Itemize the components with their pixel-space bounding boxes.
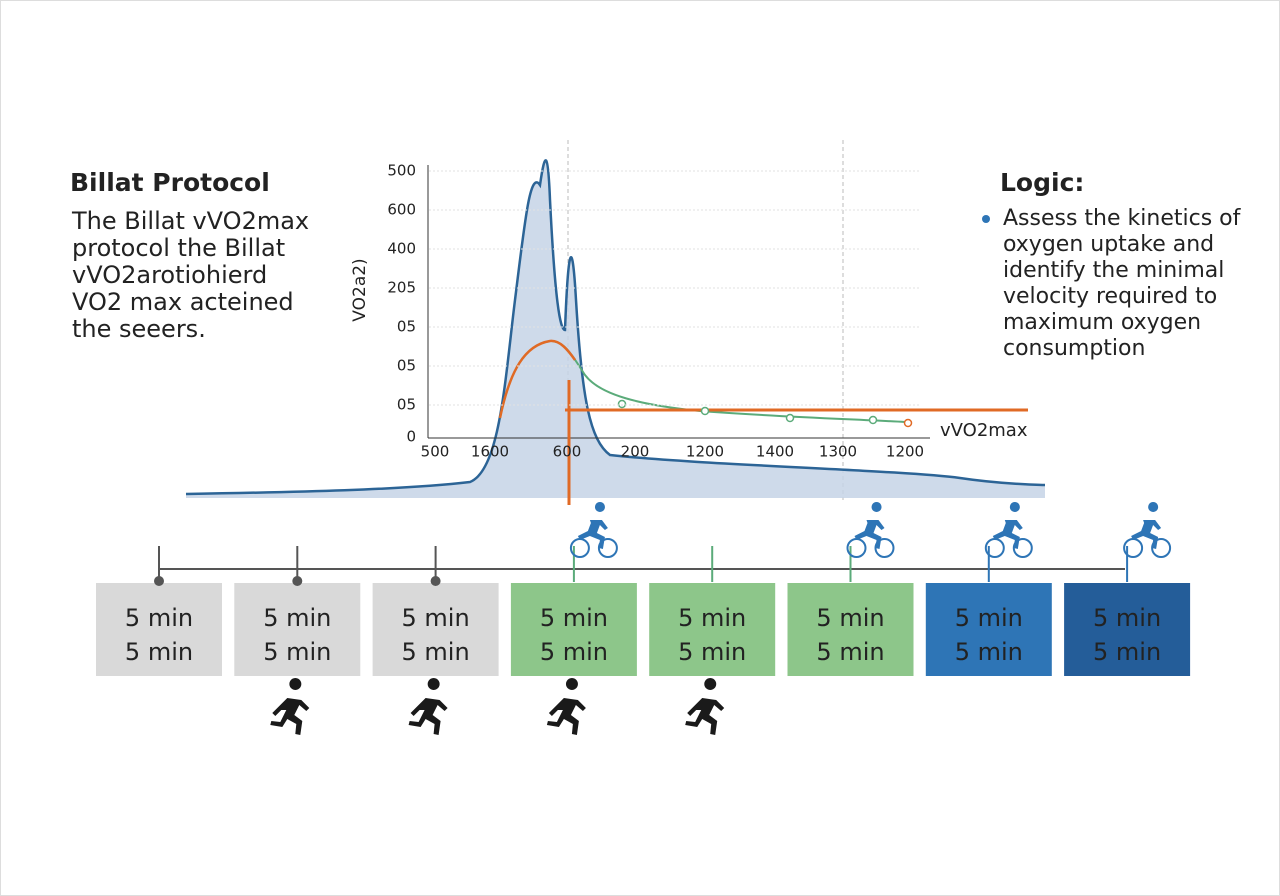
logic-text: oxygen uptake and: [1003, 232, 1214, 257]
stage-text: 5 min: [263, 604, 331, 632]
stage-text: 5 min: [1093, 638, 1161, 666]
y-tick-label: 0: [406, 428, 416, 446]
stage-text: 5 min: [540, 638, 608, 666]
runner-icon: [408, 678, 448, 735]
x-tick-label: 1600: [471, 443, 509, 461]
x-tick-label: 600: [553, 443, 582, 461]
stage-box: [1064, 583, 1191, 676]
y-tick-label: 400: [387, 240, 416, 258]
y-tick-label: 05: [397, 318, 416, 336]
curve: [498, 339, 577, 419]
point: [785, 413, 795, 423]
stage-text: 5 min: [955, 638, 1023, 666]
left-text: vVO2arotiohierd: [72, 261, 267, 289]
y-tick-label: 05: [397, 357, 416, 375]
left-text: The Billat vVO2max: [71, 207, 309, 235]
cyclist-icon: [1131, 502, 1162, 549]
pin: [430, 576, 441, 586]
stage-text: 5 min: [678, 638, 746, 666]
stage-text: 5 min: [955, 604, 1023, 632]
stage-text: 5 min: [540, 604, 608, 632]
point: [903, 418, 913, 428]
x-tick-label: 1200: [886, 443, 924, 461]
y-tick-label: 05: [397, 396, 416, 414]
cyclist-icon: [992, 502, 1023, 549]
logic-text: Assess the kinetics of: [1003, 206, 1242, 231]
chart: VO2a2) vVO2max 500 600 400 205 05 05 05 0 500 160…: [185, 140, 1046, 505]
point: [700, 406, 710, 416]
left-title: Billat Protocol: [70, 168, 270, 197]
stage-text: 5 min: [816, 638, 884, 666]
x-tick-label: 1400: [756, 443, 794, 461]
x-tick-label: 500: [421, 443, 450, 461]
stage-box: [96, 583, 222, 676]
runner-icon: [270, 678, 310, 735]
y-tick-label: 600: [387, 201, 416, 219]
stage-box: [787, 583, 914, 676]
pin: [292, 576, 303, 586]
stage-box: [372, 583, 499, 676]
stage-box: [649, 583, 776, 676]
cyclist-icon: [577, 502, 608, 549]
left-text: protocol the Billat: [72, 234, 285, 262]
stage-box: [510, 583, 637, 676]
marker-label: vVO2max: [940, 420, 1028, 441]
logic-text: identify the minimal: [1003, 258, 1224, 283]
logic-title: Logic:: [1000, 168, 1084, 197]
logic-text: consumption: [1003, 336, 1145, 361]
runner-icon: [685, 678, 725, 735]
point: [617, 399, 627, 409]
logic-text: velocity required to: [1003, 284, 1217, 309]
y-tick-label: 205: [387, 279, 416, 297]
stage-text: 5 min: [402, 638, 470, 666]
runner-icon: [546, 678, 586, 735]
stage-text: 5 min: [1093, 604, 1161, 632]
bullet: [982, 215, 990, 223]
stage-text: 5 min: [263, 638, 331, 666]
stage-text: 5 min: [125, 638, 193, 666]
x-tick-label: 200: [621, 443, 650, 461]
stage-box: [234, 583, 361, 676]
left-text: VO2 max acteined: [72, 288, 294, 316]
x-tick-label: 1300: [819, 443, 857, 461]
x-tick-label: 1200: [686, 443, 724, 461]
curve: [185, 159, 1046, 496]
y-axis-label: VO2a2): [350, 258, 370, 321]
stage-text: 5 min: [816, 604, 884, 632]
pin: [154, 576, 164, 586]
stage-box: [925, 583, 1052, 676]
logic-text: maximum oxygen: [1003, 310, 1201, 335]
cyclist-icon: [854, 502, 885, 549]
left-text: the seeers.: [72, 315, 206, 343]
y-tick-label: 500: [387, 162, 416, 180]
stage-text: 5 min: [678, 604, 746, 632]
stage-text: 5 min: [125, 604, 193, 632]
point: [868, 415, 878, 425]
stage-text: 5 min: [402, 604, 470, 632]
